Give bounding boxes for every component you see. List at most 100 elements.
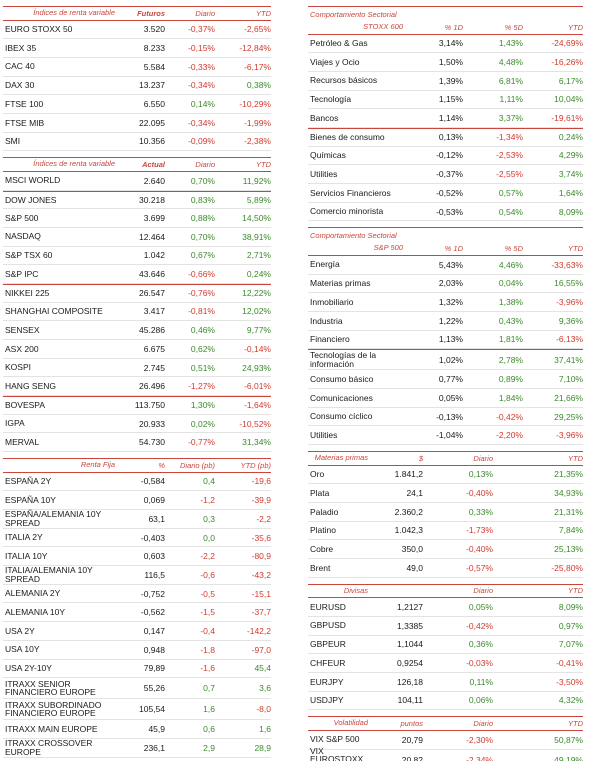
row-label: GBPEUR: [310, 639, 346, 650]
row-value: 3,14%: [438, 38, 463, 49]
row-value: 63,1: [148, 513, 165, 524]
table-row: Tecnología 1,15% 1,11% 10,04%: [308, 91, 583, 110]
row-value: -25,80%: [551, 562, 583, 573]
section-title: Comportamiento Sectorial: [308, 6, 583, 21]
row-label: Tecnología: [310, 94, 352, 105]
row-value: 104,11: [397, 695, 423, 706]
row-value: -0,03%: [466, 658, 493, 669]
row-value: 0,14%: [190, 99, 215, 110]
row-label: CAC 40: [5, 61, 35, 72]
row-value: -2,20%: [496, 430, 523, 441]
row-label: Inmobiliario: [310, 296, 354, 307]
row-value: 12,02%: [242, 306, 271, 317]
section-title: Comportamiento Sectorial: [308, 227, 583, 242]
table-header: S&P 500 % 1D % 5D YTD: [308, 242, 583, 256]
table-row: Industria 1,22% 0,43% 9,36%: [308, 312, 583, 331]
table-header: Divisas Diario YTD: [308, 583, 583, 599]
table-row: Oro 1.841,2 0,13% 21,35%: [308, 466, 583, 485]
row-value: -0,66%: [188, 269, 215, 280]
row-value: -16,26%: [551, 57, 583, 68]
row-value: 0,67%: [190, 250, 215, 261]
table-row: ITALIA/ALEMANIA 10Y SPREAD 116,5 -0,6 -43,2: [3, 566, 271, 585]
header-cell: Futuros: [137, 8, 165, 18]
row-label: ITRAXX SENIOR FINANCIERO EUROPE: [5, 678, 96, 698]
row-label: S&P TSX 60: [5, 250, 53, 261]
row-value: 0,83%: [190, 194, 215, 205]
row-value: 7,84%: [558, 525, 583, 536]
row-value: -0,15%: [188, 43, 215, 54]
row-value: -0,77%: [188, 437, 215, 448]
row-value: -2,30%: [466, 734, 493, 745]
row-label: DOW JONES: [5, 194, 57, 205]
header-cell: Diario: [195, 159, 215, 169]
row-value: -1,73%: [466, 525, 493, 536]
row-label: DAX 30: [5, 80, 35, 91]
row-value: 0,46%: [190, 325, 215, 336]
row-value: -10,29%: [239, 99, 271, 110]
header-cell: YTD: [568, 453, 583, 463]
table-header: Materias primas $ Diario YTD: [308, 451, 583, 466]
row-value: 0,13%: [438, 132, 463, 143]
row-value: -142,2: [246, 625, 271, 636]
row-value: 0,57%: [498, 187, 523, 198]
row-value: 13.237: [139, 80, 165, 91]
row-value: 54.730: [139, 437, 165, 448]
row-value: -1,04%: [436, 430, 463, 441]
header-cell: YTD: [568, 243, 583, 253]
table-row: ESPAÑA 2Y -0,584 0,4 -19,6: [3, 473, 271, 492]
row-value: 3.699: [143, 213, 165, 224]
row-value: 0,54%: [498, 206, 523, 217]
row-value: -0,34%: [188, 117, 215, 128]
header-cell: Índices de renta variable: [33, 8, 115, 17]
row-value: 0,13%: [468, 469, 493, 480]
header-cell: % 5D: [504, 22, 523, 32]
row-value: 0,77%: [438, 374, 463, 385]
header-cell: Materias primas: [314, 453, 368, 463]
row-label: ITRAXX CROSSOVER EUROPE: [5, 738, 93, 757]
row-value: -2,2: [200, 551, 215, 562]
table-row: Bienes de consumo 0,13% -1,34% 0,24%: [308, 127, 583, 147]
table-row: SENSEX 45.286 0,46% 9,77%: [3, 321, 271, 340]
row-value: -2,55%: [496, 169, 523, 180]
row-value: 0,7: [203, 683, 215, 694]
table-row: MERVAL 54.730 -0,77% 31,34%: [3, 433, 271, 453]
row-value: 34,93%: [554, 488, 583, 499]
row-value: -1,2: [200, 495, 215, 506]
row-value: 1,22%: [438, 315, 463, 326]
table-header: Índices de renta variable Futuros Diario YT…: [3, 6, 271, 21]
row-value: 20,82: [401, 754, 423, 761]
row-value: -0,81%: [188, 306, 215, 317]
row-label: Servicios Financieros: [310, 187, 391, 198]
row-value: -0,37%: [188, 24, 215, 35]
row-value: -1,8: [200, 644, 215, 655]
row-value: 5,43%: [438, 259, 463, 270]
table-row: FTSE MIB 22.095 -0,34% -1,99%: [3, 114, 271, 133]
row-value: 1,32%: [438, 297, 463, 308]
table-row: USA 10Y 0,948 -1,8 -97,0: [3, 641, 271, 660]
row-value: 50,87%: [554, 734, 583, 745]
header-cell: Actual: [142, 159, 165, 169]
row-value: 0,38%: [246, 80, 271, 91]
row-value: -1,6: [200, 663, 215, 674]
header-cell: Diario: [473, 718, 493, 728]
table-row: IGPA 20.933 0,02% -10,52%: [3, 415, 271, 434]
header-cell: puntos: [400, 718, 423, 728]
table-row: USDJPY 104,11 0,06% 4,32%: [308, 692, 583, 711]
row-label: NASDAQ: [5, 231, 41, 242]
row-value: 1,43%: [498, 38, 523, 49]
row-value: 8,09%: [558, 602, 583, 613]
table-row: S&P IPC 43.646 -0,66% 0,24%: [3, 265, 271, 284]
table-row: VIX S&P 500 20,79 -2,30% 50,87%: [308, 731, 583, 750]
row-value: 0,36%: [468, 639, 493, 650]
row-value: 5.584: [143, 61, 165, 72]
row-value: 24,1: [406, 488, 423, 499]
row-label: Brent: [310, 562, 331, 573]
row-value: 105,54: [139, 704, 165, 715]
header-cell: YTD: [568, 586, 583, 596]
row-value: 28,9: [254, 742, 271, 753]
row-value: 1.042: [143, 250, 165, 261]
table-row: Consumo cíclico -0,13% -0,42% 29,25%: [308, 408, 583, 427]
row-label: Consumo básico: [310, 373, 374, 384]
table-row: Consumo básico 0,77% 0,89% 7,10%: [308, 370, 583, 389]
table-row: GBPEUR 1,1044 0,36% 7,07%: [308, 636, 583, 655]
